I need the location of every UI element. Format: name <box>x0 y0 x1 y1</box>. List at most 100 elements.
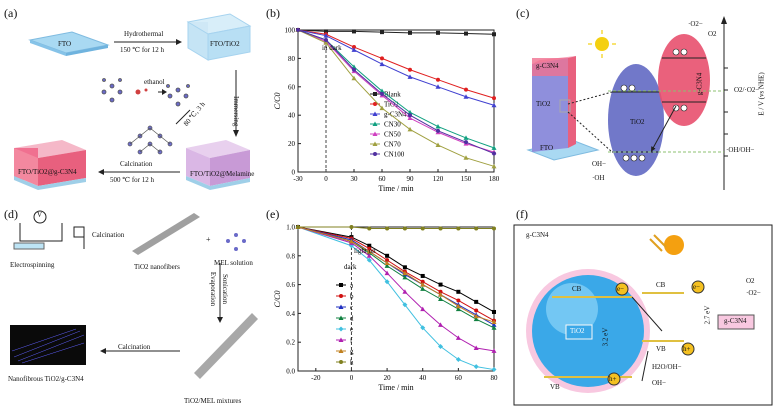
y-tick-label: 0.2 <box>286 339 295 347</box>
y-tick-label: 0.8 <box>286 252 295 260</box>
h2o-label: H2O/OH− <box>652 363 682 371</box>
data-point-Blank <box>408 30 412 35</box>
chart-annotation: dark <box>344 263 357 271</box>
mel-solution-label: MEL solution <box>214 259 253 267</box>
legend-marker-CN70 <box>372 141 378 146</box>
data-point-d <box>491 325 497 330</box>
plus-sign: + <box>206 235 211 244</box>
fto-tio2-block <box>186 13 252 61</box>
data-point-a <box>367 243 372 248</box>
data-point-h <box>385 226 390 231</box>
data-point-b <box>438 289 443 294</box>
legend-label-a: a <box>350 282 354 290</box>
data-point-Blank <box>436 30 440 35</box>
data-point-d <box>420 286 426 291</box>
redox1-label: O2/·O2− <box>734 86 760 94</box>
plot-frame <box>297 29 495 173</box>
x-tick-label: 40 <box>419 374 427 382</box>
data-point-h <box>474 226 479 231</box>
data-point-TiO2 <box>352 45 356 50</box>
o2-label: O2 <box>708 30 717 38</box>
data-point-CN30 <box>463 135 469 140</box>
y-tick-label: 1.0 <box>286 224 295 232</box>
legend-label-f: f <box>350 337 353 345</box>
data-point-e <box>366 257 372 263</box>
data-point-e <box>438 344 444 350</box>
immersing-label: Immersing <box>232 96 240 127</box>
x-tick-label: 0 <box>350 374 354 382</box>
data-point-f <box>402 289 408 294</box>
panel-f-diagram <box>513 224 773 406</box>
y-axis-label: C/C0 <box>273 93 282 110</box>
legend-label-CN30: CN30 <box>384 121 401 129</box>
data-point-CN100 <box>408 113 412 118</box>
panel-label-c: (c) <box>516 6 530 20</box>
o2-radical-label: ·O2− <box>688 20 703 28</box>
data-point-Blank <box>324 29 328 34</box>
fto-tio2-label: FTO/TiO2 <box>210 40 240 48</box>
data-point-b <box>420 279 425 284</box>
data-point-g-C3N4 <box>435 84 441 89</box>
fto-tio2-gcn-block <box>14 140 86 190</box>
data-point-d <box>473 316 479 322</box>
voltage-label: V <box>37 211 43 219</box>
redox2-label: ·OH/OH− <box>726 146 755 154</box>
legend-marker-e <box>338 326 344 332</box>
data-point-e <box>473 364 479 370</box>
series-line-TiO2 <box>297 29 495 99</box>
panel-label-b: (b) <box>266 6 280 20</box>
final-product-label: Nanofibrous TiO2/g-C3N4 <box>8 375 84 383</box>
data-point-CN100 <box>492 151 496 156</box>
evaporation-label: Evaporation <box>209 271 218 307</box>
legend-label-Blank: Blank <box>384 91 401 99</box>
legend-marker-c <box>338 304 344 309</box>
data-point-g <box>348 238 354 244</box>
data-point-CN70 <box>323 40 329 45</box>
data-point-g-C3N4 <box>323 33 329 38</box>
vb-label-2: VB <box>656 345 666 353</box>
data-point-h <box>349 225 354 229</box>
series-line-CN70 <box>297 29 495 167</box>
data-point-g-C3N4 <box>407 74 413 79</box>
y-axis-label: C/C0 <box>273 291 282 308</box>
x-tick-label: 20 <box>384 374 392 382</box>
data-point-CN30 <box>379 88 385 94</box>
series-line-b <box>297 226 495 322</box>
data-point-CN70 <box>379 105 385 111</box>
data-point-h <box>402 226 407 231</box>
data-point-g <box>366 248 372 254</box>
x-axis-label: Time / min <box>378 184 413 193</box>
legend-label-CN50: CN50 <box>384 131 401 139</box>
electrospinning-label: Electrospinning <box>10 261 55 269</box>
data-point-CN30 <box>407 109 413 115</box>
data-point-d <box>455 306 461 312</box>
data-point-CN100 <box>380 91 384 96</box>
data-point-a <box>456 289 461 294</box>
fto-tio2-gcn-label: FTO/TiO2@g-C3N4 <box>18 168 77 176</box>
mixtures-label: TiO2/MEL mixtures <box>184 397 242 405</box>
panel-b: (b) -30 0 30 60 90 120 150 180 0 20 40 60 80 100 Time … <box>262 0 512 200</box>
data-point-f <box>438 322 444 327</box>
fto-label-c: FTO <box>540 144 554 152</box>
data-point-CN70 <box>491 163 497 169</box>
data-point-h <box>420 226 425 231</box>
data-point-g-C3N4 <box>463 94 469 99</box>
data-point-CN70 <box>463 155 469 160</box>
data-point-CN100 <box>352 67 356 72</box>
y-tick-label: 80 <box>288 55 296 63</box>
electron-label-1: e− <box>617 285 625 293</box>
calcination-label-d1: Calcination <box>92 231 125 239</box>
series-line-h <box>298 226 494 229</box>
data-point-e <box>402 302 408 308</box>
series-line-CN50 <box>297 29 495 153</box>
y-tick-label: 0.0 <box>286 368 295 376</box>
data-point-g-C3N4 <box>379 61 385 67</box>
series-line-e <box>297 226 495 371</box>
data-point-e <box>420 325 426 331</box>
legend-label-CN100: CN100 <box>384 151 405 159</box>
legend-marker-a <box>339 283 343 287</box>
nanofibers-label: TiO2 nanofibers <box>134 263 180 271</box>
plot-frame <box>297 226 495 372</box>
data-point-g <box>384 260 390 265</box>
legend-label-CN70: CN70 <box>384 141 401 149</box>
